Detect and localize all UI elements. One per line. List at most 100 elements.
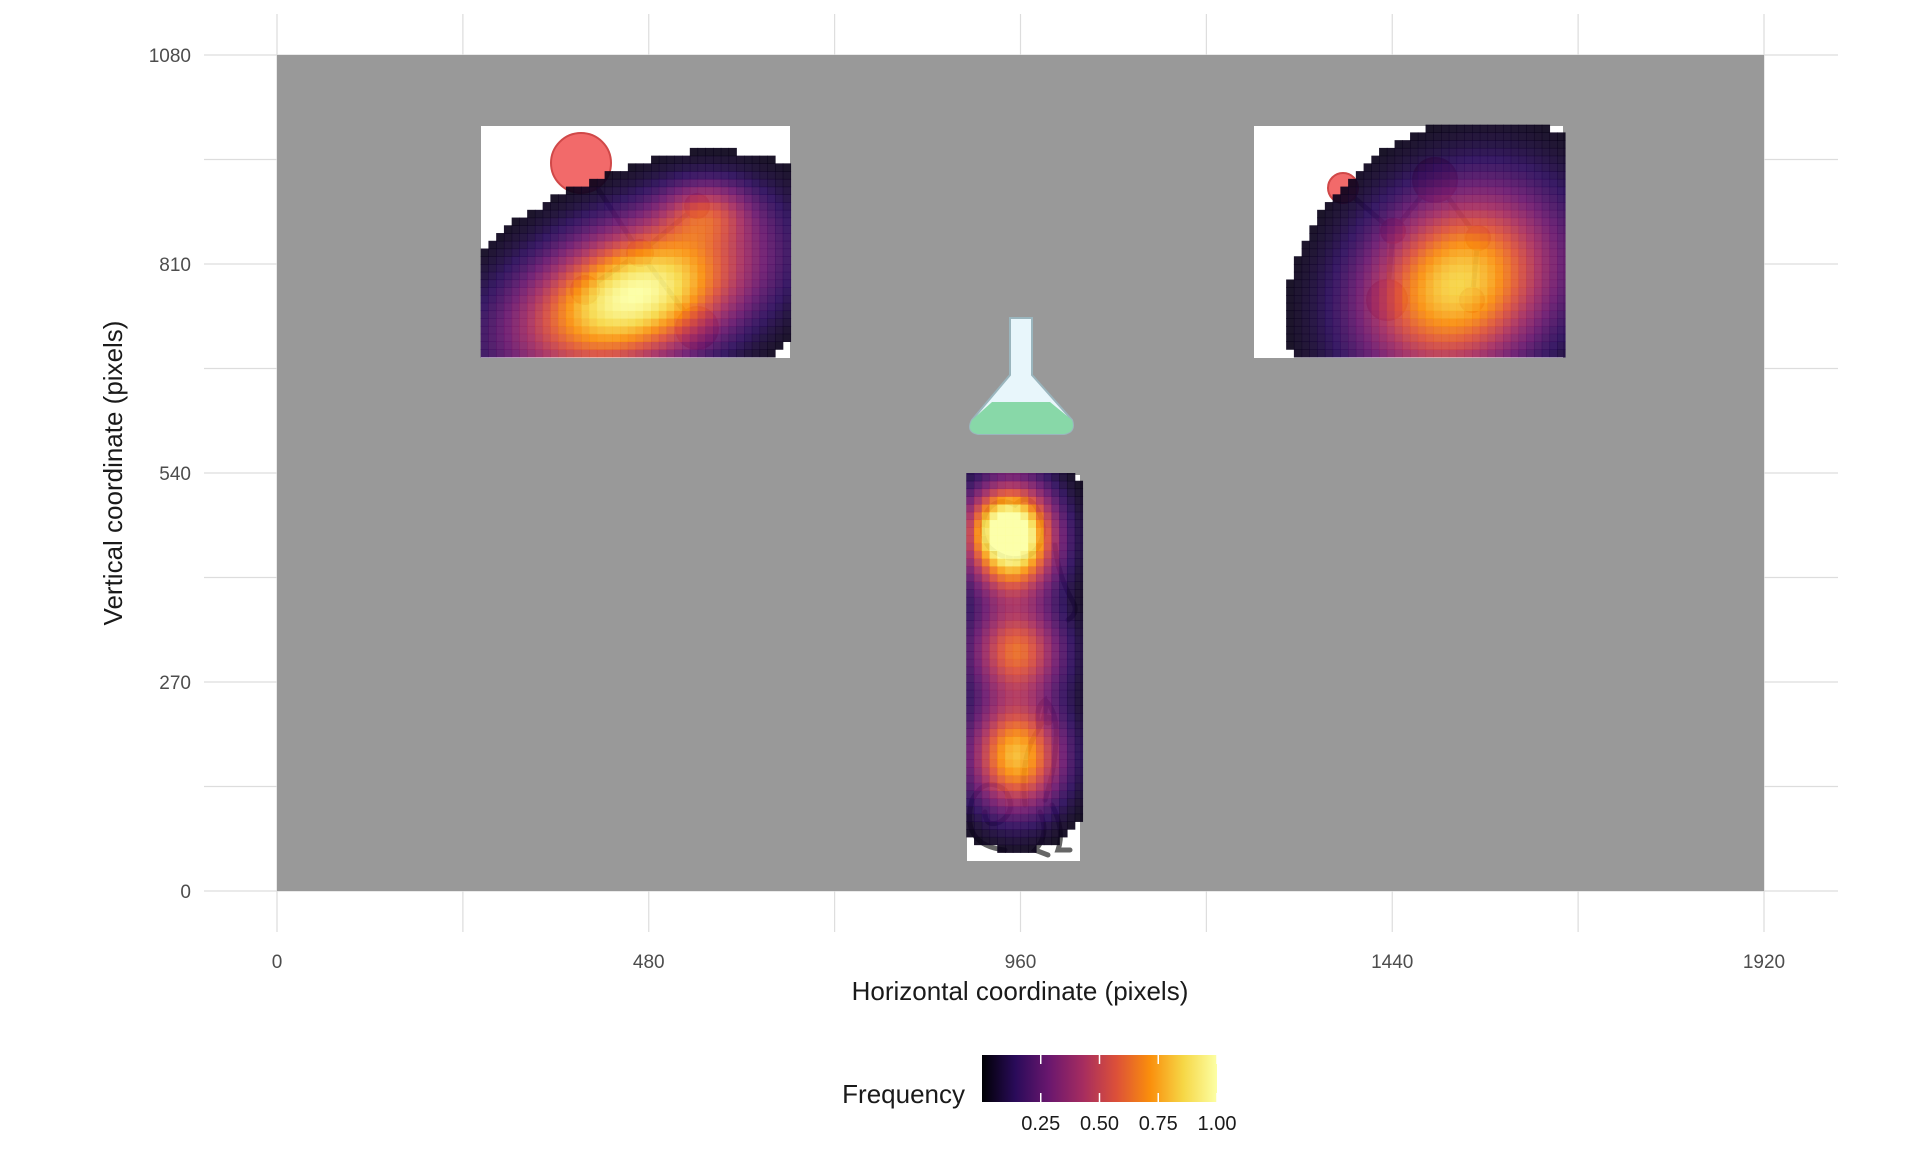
heatmap-cell <box>1417 333 1427 343</box>
heatmap-cell <box>1456 171 1465 180</box>
heatmap-cell <box>1066 790 1076 799</box>
heatmap-cell <box>744 171 753 180</box>
heatmap-cell <box>1051 480 1060 490</box>
heatmap-cell <box>720 194 730 203</box>
heatmap-cell <box>1518 186 1527 195</box>
heatmap-cell <box>1012 612 1022 621</box>
heatmap-cell <box>666 186 675 195</box>
heatmap-cell <box>1035 798 1045 807</box>
heatmap-cell <box>643 233 652 242</box>
heatmap-cell <box>1317 225 1326 234</box>
heatmap-cell <box>1557 264 1566 273</box>
heatmap-cell <box>1043 666 1053 675</box>
heatmap-cell <box>1541 310 1551 319</box>
heatmap-cell <box>666 318 675 327</box>
heatmap-cell <box>604 264 613 273</box>
heatmap-cell <box>1386 325 1396 335</box>
heatmap-cell <box>1317 349 1326 358</box>
heatmap-cell <box>1059 697 1068 706</box>
heatmap-cell <box>1020 720 1029 730</box>
heatmap-cell <box>674 349 683 358</box>
heatmap-cell <box>966 558 975 567</box>
heatmap-cell <box>550 287 559 296</box>
heatmap-cell <box>713 325 722 335</box>
heatmap-cell <box>997 573 1006 582</box>
heatmap-cell <box>1503 178 1512 188</box>
heatmap-cell <box>627 225 637 234</box>
heatmap-cell <box>542 233 551 242</box>
heatmap-cell <box>589 310 598 319</box>
heatmap-cell <box>1066 751 1076 761</box>
heatmap-cell <box>612 302 621 312</box>
heatmap-cell <box>1557 217 1566 226</box>
x-tick-label: 1440 <box>1371 952 1413 973</box>
heatmap-cell <box>1479 140 1489 149</box>
heatmap-cell <box>981 736 991 745</box>
heatmap-cell <box>1309 333 1318 343</box>
heatmap-cell <box>689 233 699 242</box>
heatmap-cell <box>1526 194 1535 203</box>
heatmap-cell <box>1394 202 1403 211</box>
heatmap-cell <box>1495 264 1504 273</box>
heatmap-cell <box>689 349 699 358</box>
heatmap-cell <box>1448 132 1458 141</box>
heatmap-cell <box>1059 558 1068 567</box>
heatmap-cell <box>1286 341 1295 350</box>
heatmap-cell <box>1518 318 1527 327</box>
heatmap-cell <box>651 287 660 296</box>
heatmap-cell <box>1012 720 1022 730</box>
heatmap-cell <box>767 178 776 188</box>
heatmap-cell <box>1386 318 1396 327</box>
heatmap-cell <box>1051 573 1060 582</box>
heatmap-cell <box>1020 604 1029 613</box>
heatmap-cell <box>713 310 722 319</box>
heatmap-cell <box>1355 248 1365 257</box>
heatmap-cell <box>1035 720 1045 730</box>
heatmap-cell <box>1503 349 1512 358</box>
heatmap-cell <box>1510 287 1520 296</box>
heatmap-cell <box>1464 186 1473 195</box>
heatmap-cell <box>1456 132 1465 141</box>
heatmap-cell <box>697 264 706 273</box>
heatmap-cell <box>581 233 590 242</box>
heatmap-cell <box>596 225 606 234</box>
heatmap-cell <box>1495 202 1504 211</box>
heatmap-cell <box>767 186 776 195</box>
heatmap-cell <box>1340 302 1349 312</box>
heatmap-cell <box>782 325 792 335</box>
heatmap-cell <box>736 209 745 219</box>
heatmap-cell <box>1510 310 1520 319</box>
heatmap-cell <box>1386 233 1396 242</box>
heatmap-cell <box>1402 294 1411 304</box>
heatmap-cell <box>1518 302 1527 312</box>
heatmap-cell <box>635 194 644 203</box>
heatmap-cell <box>1005 635 1014 644</box>
heatmap-cell <box>1324 256 1334 265</box>
heatmap-cell <box>1035 790 1045 799</box>
heatmap-cell <box>1394 318 1403 327</box>
heatmap-cell <box>989 728 998 737</box>
heatmap-cell <box>689 163 699 172</box>
heatmap-cell <box>620 217 629 226</box>
heatmap-cell <box>674 271 683 281</box>
heatmap-cell <box>744 155 753 164</box>
heatmap-cell <box>774 256 784 265</box>
heatmap-cell <box>1059 651 1068 660</box>
heatmap-cell <box>635 310 644 319</box>
heatmap-cell <box>519 248 528 257</box>
heatmap-cell <box>1456 271 1465 281</box>
heatmap-cell <box>705 256 714 265</box>
heatmap-cell <box>1012 627 1022 637</box>
heatmap-cell <box>782 178 792 188</box>
heatmap-cell <box>1503 233 1512 242</box>
heatmap-cell <box>1541 186 1551 195</box>
heatmap-cell <box>1456 264 1465 273</box>
heatmap-cell <box>488 302 497 312</box>
heatmap-cell <box>1410 302 1419 312</box>
heatmap-cell <box>689 318 699 327</box>
heatmap-cell <box>1549 294 1558 304</box>
heatmap-cell <box>1425 155 1434 164</box>
heatmap-cell <box>1035 573 1045 582</box>
heatmap-cell <box>974 821 983 830</box>
heatmap-cell <box>1066 720 1076 730</box>
